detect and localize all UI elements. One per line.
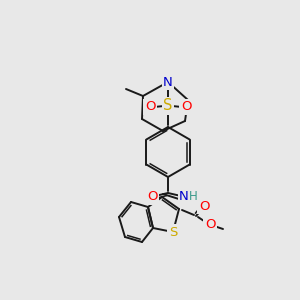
Text: N: N xyxy=(163,76,173,88)
Text: S: S xyxy=(169,226,177,238)
Text: N: N xyxy=(179,190,189,203)
Text: H: H xyxy=(189,190,197,202)
Text: O: O xyxy=(147,190,157,203)
Text: O: O xyxy=(145,100,155,113)
Text: O: O xyxy=(205,218,215,230)
Text: S: S xyxy=(163,98,173,113)
Text: O: O xyxy=(199,200,209,212)
Text: O: O xyxy=(181,100,191,113)
